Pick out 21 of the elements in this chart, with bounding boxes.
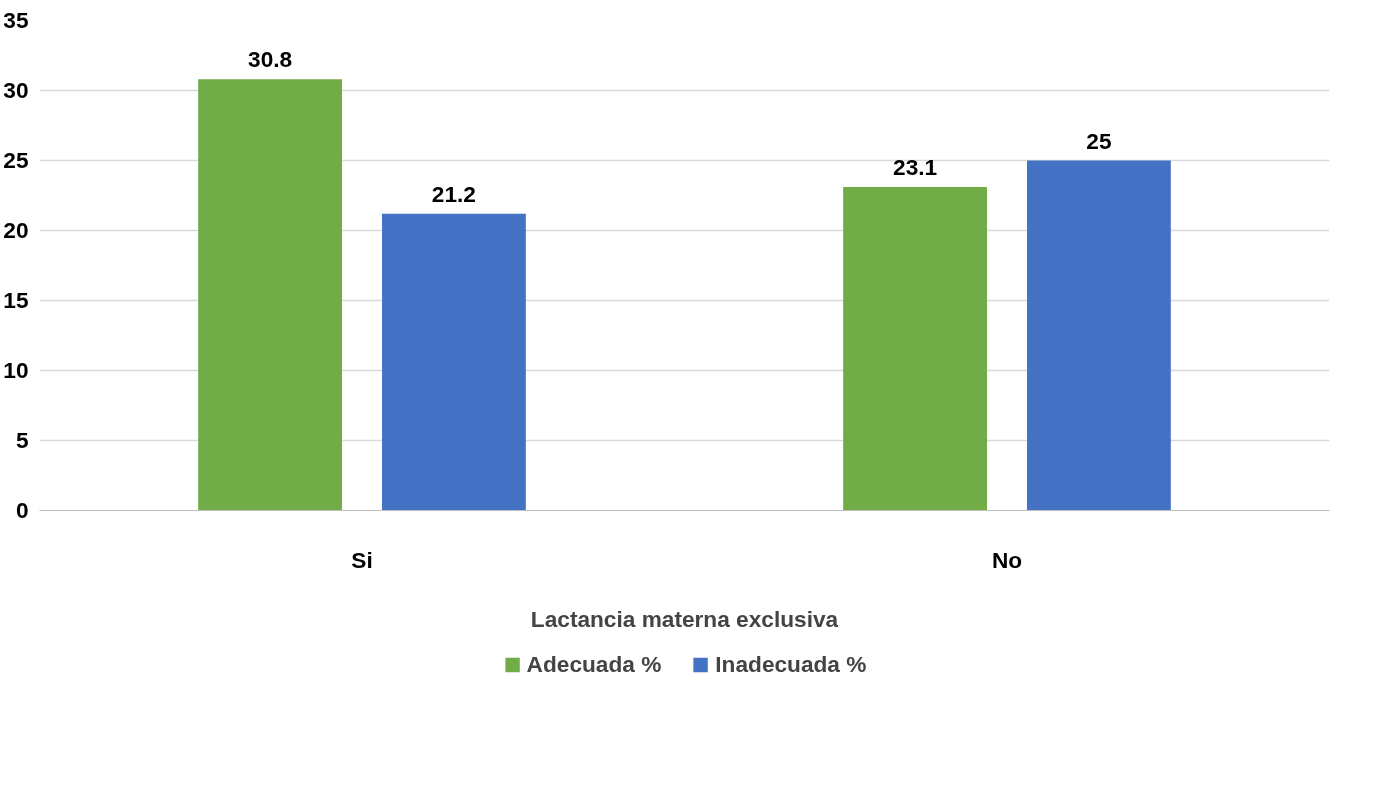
x-axis-title: Lactancia materna exclusiva [530, 605, 839, 632]
x-tick-label: No [991, 546, 1023, 573]
y-tick-label: 20 [3, 217, 29, 243]
y-tick-label: 30 [3, 77, 29, 103]
data-label: 21.2 [431, 180, 476, 207]
bar [198, 79, 343, 511]
y-tick-label: 25 [3, 147, 29, 173]
legend-label: Adecuada % [526, 650, 662, 678]
y-tick-label: 35 [3, 7, 29, 33]
bar [381, 213, 526, 511]
data-label: 25 [1086, 127, 1112, 154]
data-label: 23.1 [893, 154, 938, 181]
x-tick-label: Si [351, 546, 373, 573]
y-tick-label: 10 [3, 357, 29, 383]
y-tick-label: 15 [3, 287, 29, 313]
data-label: 30.8 [248, 46, 293, 73]
bar [843, 187, 988, 511]
legend-label: Inadecuada % [715, 650, 867, 678]
bar [1026, 160, 1171, 511]
y-tick-label: 5 [15, 427, 29, 453]
y-tick-label: 0 [15, 497, 29, 523]
